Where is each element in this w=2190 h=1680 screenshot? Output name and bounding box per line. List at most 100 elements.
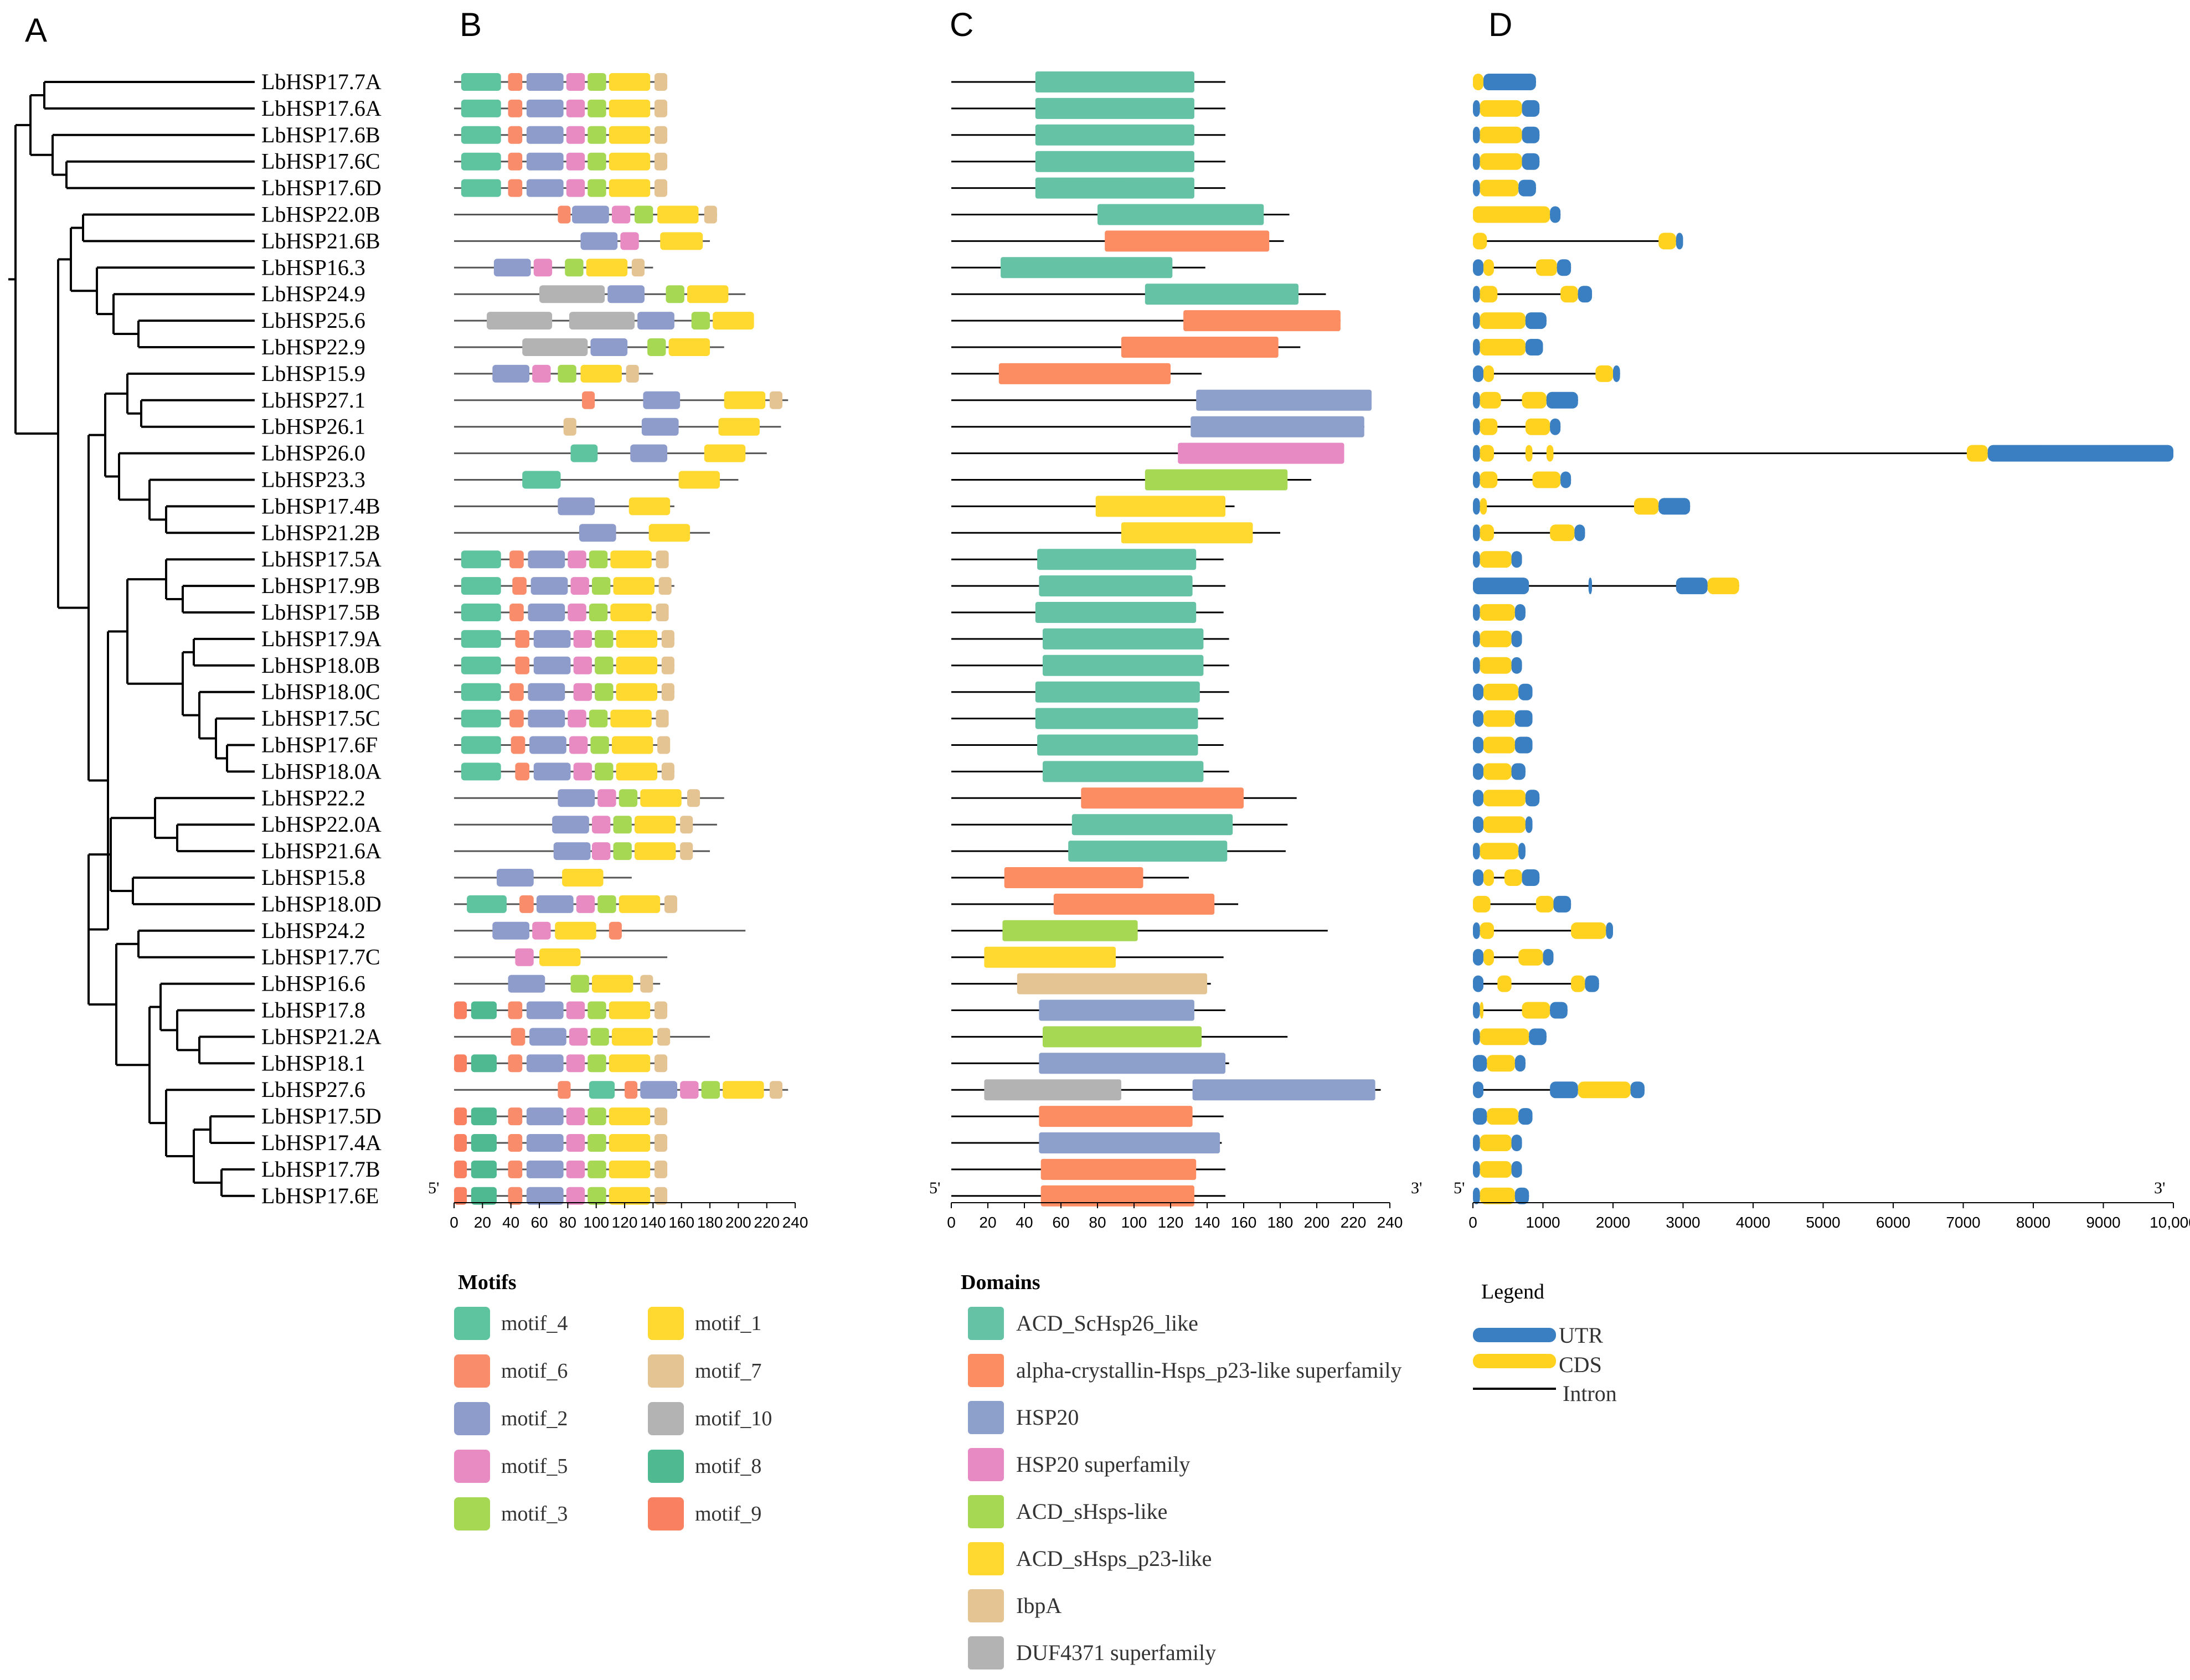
motif-box-m1 [613, 577, 655, 595]
structure-tick-label: 4000 [1736, 1214, 1770, 1231]
motif-box-m2 [530, 577, 568, 595]
structure-tick-label: 1000 [1526, 1214, 1560, 1231]
motif-box-m5 [566, 99, 585, 117]
motif-legend-label: motif_5 [501, 1455, 568, 1478]
domain-tick-label: 120 [1158, 1214, 1184, 1231]
domain-tick-label: 60 [1052, 1214, 1069, 1231]
utr-segment [1473, 922, 1480, 939]
motif-box-m7 [658, 577, 672, 595]
motif-box-m1 [609, 1001, 651, 1019]
motif-box-m5 [566, 126, 585, 144]
utr-segment [1473, 179, 1480, 197]
motif-box-m6 [625, 1081, 638, 1099]
motif-box-m8 [471, 1187, 497, 1205]
utr-segment [1574, 524, 1585, 542]
cds-segment [1497, 975, 1512, 992]
utr-segment [1522, 126, 1540, 143]
cds-segment [1483, 259, 1494, 276]
utr-segment [1473, 286, 1480, 303]
motif-box-m5 [573, 762, 592, 781]
motif-box-m3 [619, 789, 638, 807]
cds-segment [1487, 1055, 1515, 1072]
motif-box-m2 [529, 736, 566, 754]
motif-legend-swatch [454, 1307, 490, 1340]
motif-box-m1 [555, 921, 596, 940]
utr-segment [1546, 391, 1578, 409]
gene-label: LbHSP17.7A [261, 69, 382, 94]
motif-tick-label: 0 [450, 1214, 458, 1231]
domain-box [1121, 337, 1279, 358]
motif-box-m2 [526, 1107, 564, 1126]
motif-box-m9 [454, 1054, 467, 1073]
motif-box-m2 [526, 1160, 564, 1178]
motif-box-m3 [647, 338, 666, 356]
motif-box-m2 [526, 126, 564, 144]
domain-tick-label: 200 [1304, 1214, 1330, 1231]
motif-legend: motif_4 motif_6 motif_2 motif_5 motif_3 motif… [454, 1307, 772, 1530]
motif-box-m4 [461, 577, 501, 595]
domain-box [1035, 71, 1194, 92]
utr-segment [1987, 445, 2173, 462]
motif-tick-label: 160 [668, 1214, 694, 1231]
domain-tick-label: 220 [1341, 1214, 1367, 1231]
domain-box [1039, 1132, 1220, 1153]
gene-structure-panel [1473, 74, 2173, 1204]
domain-three-prime-label: 3' [1411, 1179, 1422, 1197]
motif-box-m2 [526, 179, 564, 197]
motif-box-m3 [588, 99, 606, 117]
motif-box-m2 [558, 497, 595, 516]
structure-tick-label: 3000 [1666, 1214, 1700, 1231]
gene-label: LbHSP27.6 [261, 1077, 365, 1102]
domain-legend-label: ACD_sHsps_p23-like [1016, 1546, 1212, 1571]
domain-legend-swatch [968, 1448, 1004, 1481]
utr-segment [1557, 259, 1571, 276]
motif-box-m1 [591, 975, 633, 993]
motif-box-m2 [579, 524, 616, 542]
gene-label: LbHSP21.6A [261, 838, 382, 863]
motif-box-m3 [613, 842, 632, 860]
cds-segment [1480, 524, 1494, 542]
motif-box-m7 [654, 1134, 668, 1152]
motif-box-m7 [661, 630, 674, 648]
gene-label: LbHSP22.0A [261, 812, 382, 837]
motif-box-m7 [661, 762, 674, 781]
cds-segment [1480, 126, 1522, 143]
domain-box [1017, 973, 1207, 994]
domain-box [1196, 389, 1372, 411]
cds-segment [1480, 1161, 1512, 1178]
utr-segment [1473, 630, 1480, 647]
cds-legend-swatch [1473, 1354, 1556, 1368]
motif-box-m5 [570, 577, 589, 595]
utr-segment [1483, 74, 1536, 90]
cds-segment [1483, 816, 1526, 833]
motif-box-m7 [654, 126, 668, 144]
motif-box-m2 [607, 285, 645, 303]
motif-box-m6 [515, 762, 530, 781]
domain-box [1121, 522, 1253, 544]
motif-box-m3 [588, 1160, 606, 1178]
motif-box-m4 [461, 656, 501, 674]
gene-label: LbHSP18.0A [261, 759, 382, 784]
motif-box-m5 [568, 604, 586, 621]
motif-box-m1 [616, 762, 658, 781]
domain-tick-label: 80 [1089, 1214, 1106, 1231]
motif-box-m4 [461, 126, 501, 144]
domain-box [1191, 416, 1364, 437]
cds-segment [1595, 365, 1613, 382]
domain-box [1053, 893, 1215, 915]
domain-box [1037, 549, 1197, 570]
motif-box-m5 [569, 736, 588, 754]
gene-label: LbHSP17.6E [261, 1183, 379, 1208]
cds-segment [1532, 471, 1561, 488]
gene-label: LbHSP17.8 [261, 998, 365, 1023]
motif-legend-swatch [454, 1354, 490, 1388]
domain-box [1145, 284, 1298, 305]
motif-box-m5 [566, 1054, 585, 1073]
motif-box-m6 [515, 656, 530, 674]
domain-box [1081, 787, 1244, 809]
domain-box [1001, 257, 1173, 279]
cds-segment [1518, 949, 1543, 966]
domain-legend: ACD_ScHsp26_like alpha-crystallin-Hsps_p2… [968, 1307, 1401, 1669]
gene-label: LbHSP25.6 [261, 308, 365, 333]
gene-label: LbHSP17.4B [261, 493, 380, 518]
